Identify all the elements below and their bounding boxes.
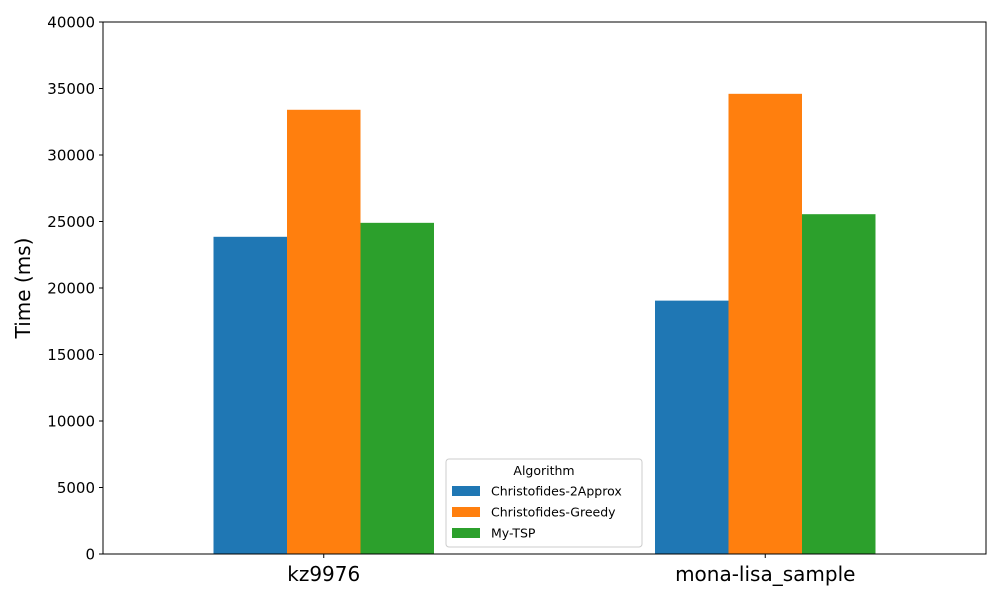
bar-my-tsp-mona-lisa-sample bbox=[802, 214, 876, 554]
y-tick-label: 15000 bbox=[47, 346, 95, 364]
legend: Algorithm Christofides-2Approx Christofide… bbox=[445, 458, 643, 548]
legend-title: Algorithm bbox=[513, 463, 574, 478]
bars-group bbox=[213, 93, 876, 555]
y-tick-label: 35000 bbox=[47, 80, 95, 98]
legend-swatch bbox=[452, 486, 480, 496]
legend-entry: Christofides-2Approx bbox=[491, 484, 622, 499]
y-tick-label: 5000 bbox=[57, 479, 95, 497]
y-tick-label: 25000 bbox=[47, 213, 95, 231]
legend-swatch bbox=[452, 507, 480, 517]
bar-christofides-greedy-mona-lisa-sample bbox=[728, 93, 802, 554]
y-tick-label: 40000 bbox=[47, 14, 95, 32]
x-tick-label: mona-lisa_sample bbox=[675, 562, 855, 586]
y-tick-label: 10000 bbox=[47, 413, 95, 431]
y-axis-label: Time (ms) bbox=[11, 238, 35, 340]
legend-entry: My-TSP bbox=[491, 526, 536, 541]
bar-christofides-2approx-mona-lisa-sample bbox=[655, 300, 729, 554]
x-axis: kz9976 mona-lisa_sample bbox=[287, 554, 855, 586]
x-tick-label: kz9976 bbox=[287, 562, 360, 586]
y-tick-label: 30000 bbox=[47, 147, 95, 165]
legend-swatch bbox=[452, 528, 480, 538]
y-axis: 0 5000 10000 15000 20000 25000 30000 35000 40000 bbox=[47, 14, 103, 564]
bar-christofides-greedy-kz9976 bbox=[287, 109, 361, 554]
y-tick-label: 20000 bbox=[47, 280, 95, 298]
legend-box bbox=[445, 458, 643, 548]
legend-entry: Christofides-Greedy bbox=[491, 505, 616, 520]
bar-my-tsp-kz9976 bbox=[360, 222, 434, 554]
y-tick-label: 0 bbox=[85, 546, 95, 564]
bar-christofides-2approx-kz9976 bbox=[213, 236, 287, 555]
